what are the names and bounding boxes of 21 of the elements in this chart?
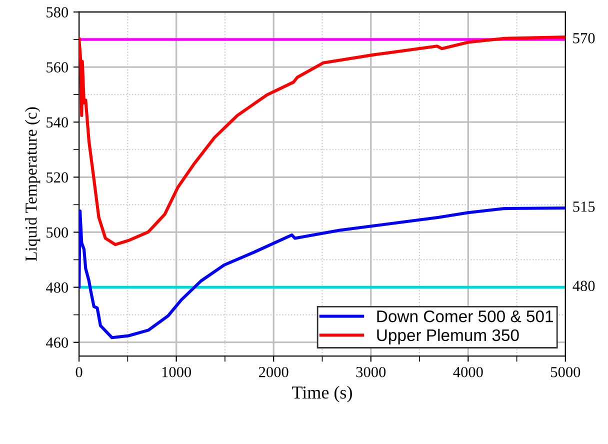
legend-label: Down Comer 500 & 501 xyxy=(377,310,553,322)
y-tick-label: 560 xyxy=(46,62,68,72)
y-tick-label: 500 xyxy=(46,227,68,238)
x-axis-title: Time (s) xyxy=(292,386,352,402)
ref-line-label: 480 xyxy=(572,280,595,292)
line-series xyxy=(79,36,566,246)
x-tick-label: 0 xyxy=(76,366,82,378)
x-tick-label: 1000 xyxy=(162,366,192,378)
y-tick-label: 580 xyxy=(46,7,68,18)
x-tick-label: 3000 xyxy=(356,366,386,378)
annotation: 515 xyxy=(573,202,595,212)
y-tick-label: 540 xyxy=(46,117,68,128)
x-tick-label: 2000 xyxy=(258,366,288,378)
y-tick-label: 460 xyxy=(46,337,68,348)
x-tick-label: 4000 xyxy=(453,366,483,378)
ref-line-label: 570 xyxy=(573,33,595,44)
x-tick-label: 5000 xyxy=(551,366,580,378)
y-tick-label: 480 xyxy=(46,282,68,293)
y-tick-label: 520 xyxy=(46,172,68,183)
y-axis-title: Liquid Temperature (c) xyxy=(25,107,40,262)
legend-label: Upper Plemum 350 xyxy=(377,328,519,344)
